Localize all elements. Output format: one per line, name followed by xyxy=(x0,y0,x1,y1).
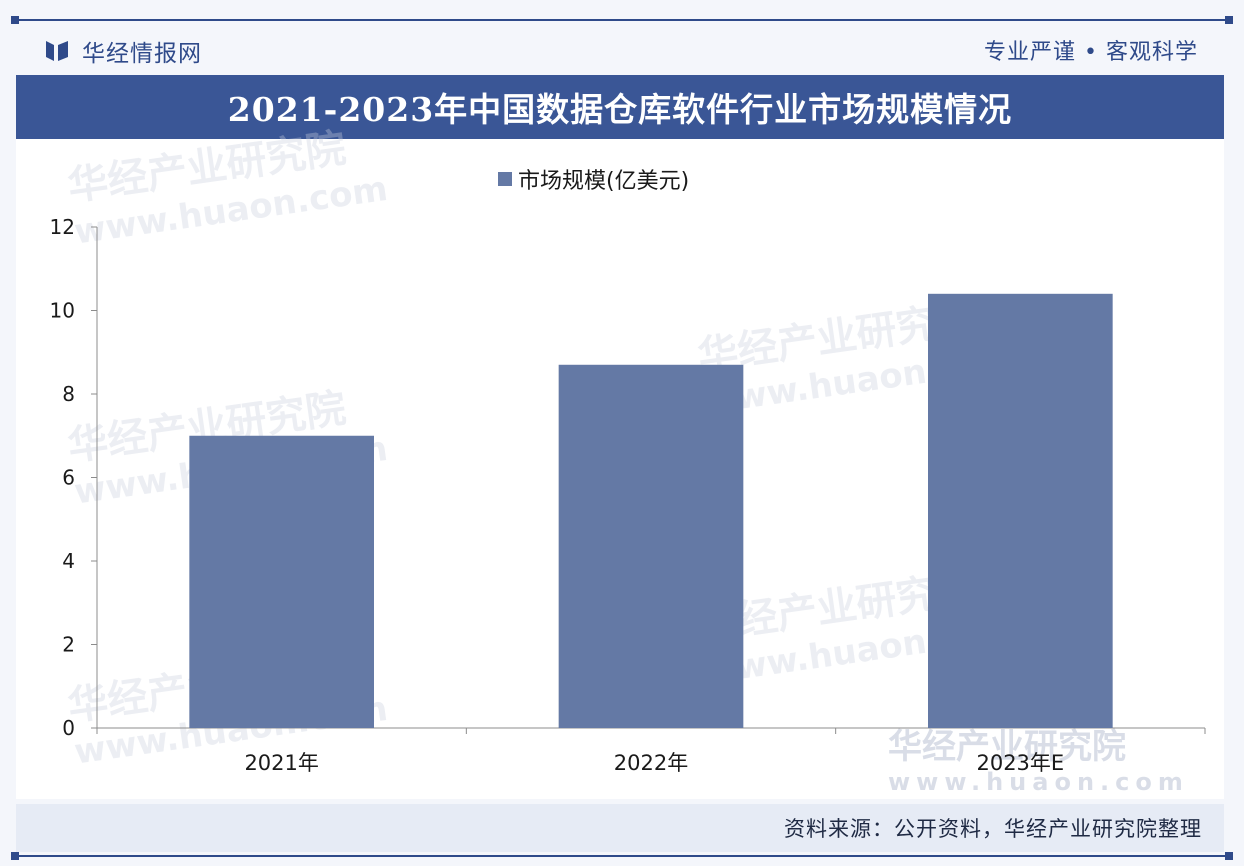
top-rule xyxy=(11,16,1233,24)
x-tick-label: 2022年 xyxy=(614,751,688,775)
y-tick-label: 10 xyxy=(50,299,75,323)
footer: 资料来源：公开资料，华经产业研究院整理 xyxy=(16,804,1224,852)
bar xyxy=(558,364,744,728)
y-tick-label: 6 xyxy=(62,466,75,490)
y-tick-label: 12 xyxy=(50,215,75,239)
chart-title: 2021-2023年中国数据仓库软件行业市场规模情况 xyxy=(227,90,1013,129)
x-tick-label: 2023年E xyxy=(976,751,1064,775)
y-tick-label: 2 xyxy=(62,633,75,657)
brand: 华经情报网 xyxy=(44,34,202,68)
watermark-url: www.huaon.com xyxy=(888,768,1189,796)
legend-swatch xyxy=(498,172,512,186)
bar xyxy=(928,293,1113,728)
legend-label: 市场规模(亿美元) xyxy=(518,169,689,194)
y-tick-label: 0 xyxy=(62,716,75,740)
motto: 专业严谨 • 客观科学 xyxy=(984,40,1198,65)
y-tick-label: 8 xyxy=(62,382,75,406)
source-note: 资料来源：公开资料，华经产业研究院整理 xyxy=(784,817,1202,841)
bar xyxy=(189,435,374,728)
bottom-rule xyxy=(11,852,1233,860)
bars: 2021年 2022年 2023年E xyxy=(189,293,1113,775)
y-tick-label: 4 xyxy=(62,549,75,573)
watermark-name: 华经产业研究院 xyxy=(888,727,1126,767)
title-bar: 2021-2023年中国数据仓库软件行业市场规模情况 xyxy=(16,75,1224,139)
brand-name: 华经情报网 xyxy=(82,41,202,67)
logo-icon xyxy=(46,41,68,61)
legend: 市场规模(亿美元) xyxy=(498,169,689,194)
x-tick-label: 2021年 xyxy=(244,751,318,775)
